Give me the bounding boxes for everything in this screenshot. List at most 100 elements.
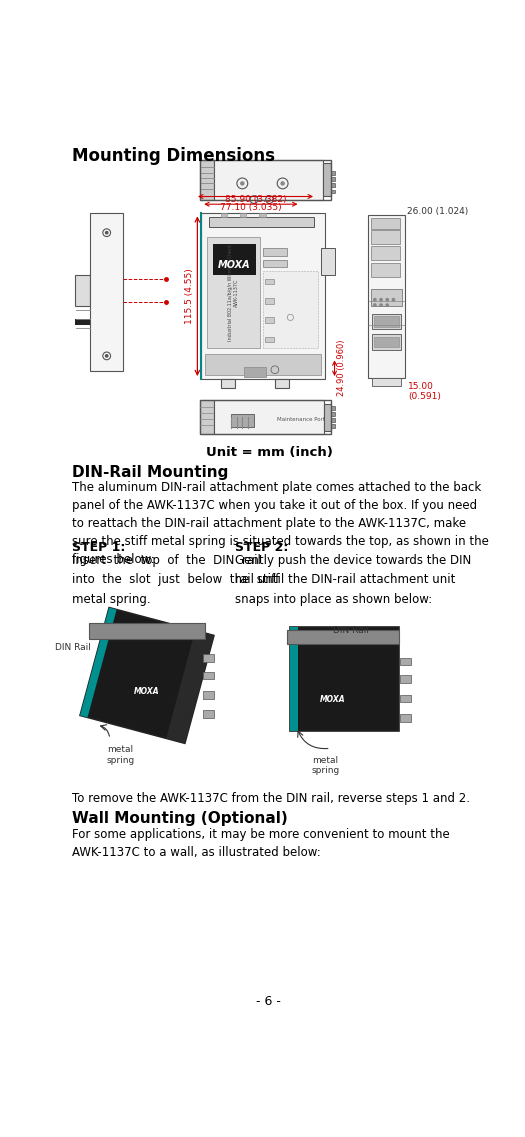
Bar xyxy=(201,159,214,200)
Text: 85.90 (3.382): 85.90 (3.382) xyxy=(225,194,286,204)
Text: 15.00
(0.591): 15.00 (0.591) xyxy=(408,382,441,401)
Bar xyxy=(372,314,401,329)
Text: MOXA: MOXA xyxy=(217,259,250,269)
Bar xyxy=(265,279,274,284)
Bar xyxy=(331,412,335,416)
Bar xyxy=(230,414,254,426)
Bar xyxy=(214,159,323,200)
Bar xyxy=(401,657,411,665)
Bar xyxy=(220,214,227,217)
Bar xyxy=(374,337,399,348)
Text: For some applications, it may be more convenient to mount the
AWK-1137C to a wal: For some applications, it may be more co… xyxy=(72,828,449,858)
Bar xyxy=(209,216,313,227)
Text: 115.5 (4.55): 115.5 (4.55) xyxy=(185,268,194,324)
Bar xyxy=(80,607,117,717)
Text: To remove the AWK-1137C from the DIN rail, reverse steps 1 and 2.: To remove the AWK-1137C from the DIN rai… xyxy=(72,792,470,805)
Text: Unit = mm (inch): Unit = mm (inch) xyxy=(206,446,333,459)
Bar xyxy=(368,215,405,379)
Bar xyxy=(166,631,214,744)
Bar xyxy=(372,379,401,385)
Bar xyxy=(265,298,274,304)
Bar xyxy=(240,214,246,217)
Circle shape xyxy=(380,299,382,301)
Bar xyxy=(401,675,411,683)
Text: STEP 1:: STEP 1: xyxy=(72,541,125,555)
Bar xyxy=(331,171,334,175)
Text: metal
spring: metal spring xyxy=(107,745,135,764)
Bar xyxy=(200,400,214,434)
Bar xyxy=(263,259,287,267)
Bar xyxy=(200,400,331,434)
Text: DIN Rail: DIN Rail xyxy=(55,642,91,652)
Bar xyxy=(75,275,90,306)
Text: STEP 2:: STEP 2: xyxy=(235,541,288,555)
Circle shape xyxy=(374,299,376,301)
Bar xyxy=(372,334,401,350)
Bar xyxy=(90,214,123,372)
Text: Wall Mounting (Optional): Wall Mounting (Optional) xyxy=(72,811,288,825)
Bar xyxy=(203,711,214,717)
Circle shape xyxy=(374,304,376,306)
Text: 26.00 (1.024): 26.00 (1.024) xyxy=(407,207,468,216)
Bar xyxy=(203,691,214,698)
Text: DIN Rail: DIN Rail xyxy=(333,625,369,634)
Bar xyxy=(371,289,402,306)
Bar xyxy=(290,628,298,731)
Bar xyxy=(89,623,205,639)
Bar xyxy=(290,628,399,731)
Bar xyxy=(203,672,214,679)
Bar xyxy=(214,400,324,434)
Bar xyxy=(321,248,335,275)
Bar xyxy=(371,231,401,244)
Text: metal
spring: metal spring xyxy=(311,756,339,775)
Text: 77.10 (3.035): 77.10 (3.035) xyxy=(220,202,282,211)
Text: DIN-Rail Mounting: DIN-Rail Mounting xyxy=(72,465,228,480)
Bar xyxy=(220,379,235,388)
Bar xyxy=(287,630,399,645)
Bar xyxy=(201,214,326,379)
Bar xyxy=(244,366,266,377)
Bar xyxy=(203,654,214,662)
Bar xyxy=(374,316,399,326)
Text: Industrial 802.11a/b/g/n Wireless Client
AWK-1137C: Industrial 802.11a/b/g/n Wireless Client… xyxy=(228,244,239,341)
Bar xyxy=(259,214,266,217)
Circle shape xyxy=(380,304,382,306)
Bar xyxy=(401,695,411,703)
Bar xyxy=(331,424,335,429)
Bar xyxy=(75,319,90,325)
Text: Maintenance Port: Maintenance Port xyxy=(277,417,325,422)
Bar xyxy=(331,418,335,422)
Circle shape xyxy=(106,355,108,357)
Text: Gently push the device towards the DIN
rail until the DIN-rail attachment unit
s: Gently push the device towards the DIN r… xyxy=(235,554,471,606)
Bar xyxy=(263,248,287,256)
Bar xyxy=(331,406,335,409)
Circle shape xyxy=(281,182,284,185)
Text: - 6 -: - 6 - xyxy=(256,995,281,1009)
Circle shape xyxy=(241,182,244,185)
Bar xyxy=(324,404,331,431)
Circle shape xyxy=(386,304,388,306)
Bar xyxy=(213,244,256,275)
Bar xyxy=(201,159,331,200)
Text: 24.90 (0.960): 24.90 (0.960) xyxy=(337,340,346,397)
Circle shape xyxy=(386,299,388,301)
Bar xyxy=(371,263,401,276)
Bar xyxy=(275,379,289,388)
Circle shape xyxy=(106,232,108,234)
Text: MOXA: MOXA xyxy=(320,695,346,704)
Bar xyxy=(401,714,411,722)
Bar xyxy=(331,177,334,181)
Bar xyxy=(263,272,318,348)
Bar xyxy=(205,354,321,375)
Bar xyxy=(331,190,334,193)
Text: Insert  the  top  of  the  DIN  rail
into  the  slot  just  below  the  stiff
me: Insert the top of the DIN rail into the … xyxy=(72,554,279,606)
Text: The aluminum DIN-rail attachment plate comes attached to the back
panel of the A: The aluminum DIN-rail attachment plate c… xyxy=(72,481,489,565)
Bar xyxy=(323,164,331,196)
Bar xyxy=(265,337,274,342)
Text: Mounting Dimensions: Mounting Dimensions xyxy=(72,147,275,165)
Circle shape xyxy=(392,299,395,301)
Bar xyxy=(371,218,401,229)
Bar xyxy=(331,183,334,188)
Bar xyxy=(265,317,274,323)
Text: MOXA: MOXA xyxy=(134,687,160,696)
